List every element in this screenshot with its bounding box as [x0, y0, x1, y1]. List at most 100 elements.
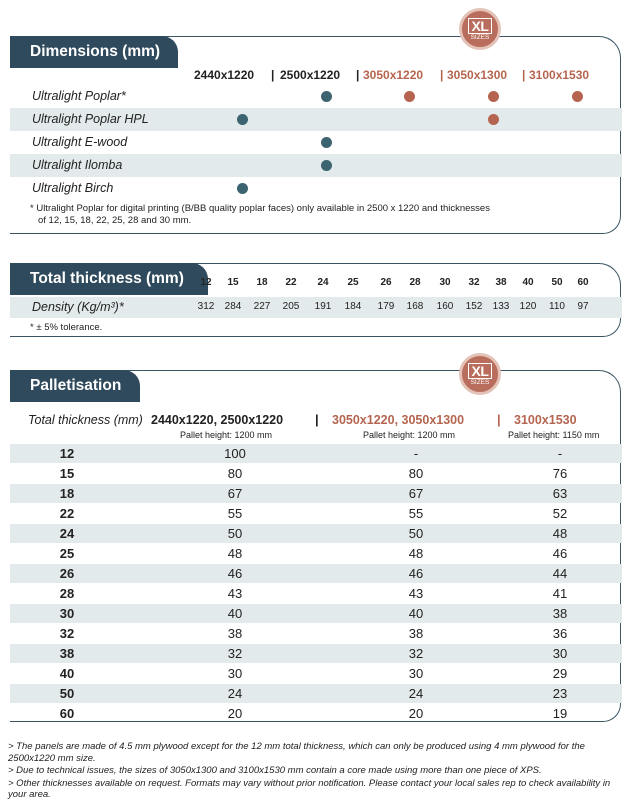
- pallet-count: 32: [408, 646, 424, 661]
- thickness-header-cell: 22: [285, 277, 297, 288]
- thickness-header-cell: 28: [409, 277, 421, 288]
- dim-col-sep: |: [440, 68, 444, 82]
- availability-dot: [237, 114, 248, 125]
- pallet-count: 40: [408, 606, 424, 621]
- pallet-count: 43: [408, 586, 424, 601]
- pallet-col-3-sub: Pallet height: 1150 mm: [508, 430, 600, 440]
- palletisation-section: Palletisation XL SIZES Total thickness (…: [10, 348, 622, 728]
- pallet-count: 80: [408, 466, 424, 481]
- pallet-row: 32 38 38 36: [10, 624, 622, 643]
- pallet-row: 18 67 67 63: [10, 484, 622, 503]
- palletisation-title: Palletisation: [10, 370, 140, 402]
- thickness-header-cell: 26: [380, 277, 392, 288]
- thickness-header-cell: 32: [468, 277, 480, 288]
- pallet-count: 20: [227, 706, 243, 721]
- pallet-count: 50: [227, 526, 243, 541]
- thickness-header-cell: 18: [256, 277, 268, 288]
- pallet-count: 50: [408, 526, 424, 541]
- dimension-row: Ultralight Poplar*: [10, 85, 622, 108]
- pallet-col-sep: |: [497, 412, 501, 427]
- pallet-col-2-sub: Pallet height: 1200 mm: [363, 430, 456, 440]
- pallet-row: 26 46 46 44: [10, 564, 622, 583]
- availability-dot: [321, 137, 332, 148]
- thickness-header-cell: 50: [551, 277, 563, 288]
- pallet-thickness: 26: [59, 566, 75, 581]
- pallet-thickness: 12: [59, 446, 75, 461]
- density-value: 191: [314, 301, 332, 312]
- pallet-row: 38 32 32 30: [10, 644, 622, 663]
- availability-dot: [321, 160, 332, 171]
- pallet-count: 30: [552, 646, 568, 661]
- footnote: > The panels are made of 4.5 mm plywood …: [8, 741, 585, 764]
- dimensions-frame: [10, 36, 621, 234]
- thickness-title: Total thickness (mm): [10, 263, 208, 295]
- density-value: 184: [344, 301, 362, 312]
- dimensions-section: Dimensions (mm) XL SIZES 2440x1220 | 250…: [10, 0, 622, 240]
- pallet-row: 22 55 55 52: [10, 504, 622, 523]
- pallet-count: -: [413, 446, 419, 461]
- pallet-count: 38: [408, 626, 424, 641]
- pallet-thickness: 60: [59, 706, 75, 721]
- pallet-row: 28 43 43 41: [10, 584, 622, 603]
- thickness-header-cell: 24: [317, 277, 329, 288]
- pallet-count: 29: [552, 666, 568, 681]
- dim-col-sep: |: [356, 68, 360, 82]
- pallet-count: 46: [552, 546, 568, 561]
- pallet-count: 63: [552, 486, 568, 501]
- pallet-count: 48: [552, 526, 568, 541]
- pallet-count: 48: [227, 546, 243, 561]
- pallet-thickness: 40: [59, 666, 75, 681]
- pallet-thickness: 30: [59, 606, 75, 621]
- density-value: 312: [197, 301, 215, 312]
- dim-col-header-1: 2440x1220: [194, 68, 255, 82]
- density-value: 227: [253, 301, 271, 312]
- thickness-header-cell: 12: [200, 277, 212, 288]
- thickness-header-cell: 30: [439, 277, 451, 288]
- density-value: 168: [406, 301, 424, 312]
- pallet-count: -: [557, 446, 563, 461]
- footnotes: > The panels are made of 4.5 mm plywood …: [8, 741, 618, 802]
- pallet-count: 24: [408, 686, 424, 701]
- palletisation-frame: [10, 370, 621, 722]
- dimension-row-label: Ultralight Poplar*: [32, 89, 126, 103]
- availability-dot: [488, 91, 499, 102]
- availability-dot: [237, 183, 248, 194]
- pallet-count: 67: [227, 486, 243, 501]
- pallet-count: 20: [408, 706, 424, 721]
- dimensions-note: * Ultralight Poplar for digital printing…: [30, 203, 490, 226]
- pallet-count: 100: [224, 446, 246, 461]
- pallet-thickness: 28: [59, 586, 75, 601]
- pallet-thickness: 50: [59, 686, 75, 701]
- dimension-row-label: Ultralight Ilomba: [32, 158, 123, 172]
- pallet-row: 60 20 20 19: [10, 704, 622, 723]
- pallet-count: 32: [227, 646, 243, 661]
- xl-sizes-badge: XL SIZES: [459, 8, 501, 50]
- dim-col-header-5: 3100x1530: [529, 68, 590, 82]
- pallet-row: 12 100 - -: [10, 444, 622, 463]
- thickness-header-cell: 60: [577, 277, 589, 288]
- availability-dot: [321, 91, 332, 102]
- pallet-row: 15 80 80 76: [10, 464, 622, 483]
- thickness-section: Total thickness (mm) 12 15 18 22 24 25 26 28 30 3…: [10, 260, 622, 340]
- pallet-count: 23: [552, 686, 568, 701]
- pallet-count: 41: [552, 586, 568, 601]
- pallet-count: 30: [227, 666, 243, 681]
- pallet-count: 46: [227, 566, 243, 581]
- availability-dot: [488, 114, 499, 125]
- pallet-count: 76: [552, 466, 568, 481]
- density-value: 110: [549, 301, 565, 312]
- pallet-thickness: 32: [59, 626, 75, 641]
- thickness-header-cell: 40: [522, 277, 534, 288]
- xl-sizes-badge: XL SIZES: [459, 353, 501, 395]
- pallet-col-sep: |: [315, 412, 319, 427]
- footnote: > Other thicknesses available on request…: [8, 777, 611, 801]
- pallet-row: 50 24 24 23: [10, 684, 622, 703]
- pallet-col-3: 3100x1530: [514, 413, 577, 427]
- pallet-count: 36: [552, 626, 568, 641]
- density-value: 97: [577, 301, 589, 312]
- availability-dot: [572, 91, 583, 102]
- pallet-count: 55: [227, 506, 243, 521]
- density-value: 120: [519, 301, 537, 312]
- dim-col-header-4: 3050x1300: [447, 68, 508, 82]
- density-value: 205: [282, 301, 300, 312]
